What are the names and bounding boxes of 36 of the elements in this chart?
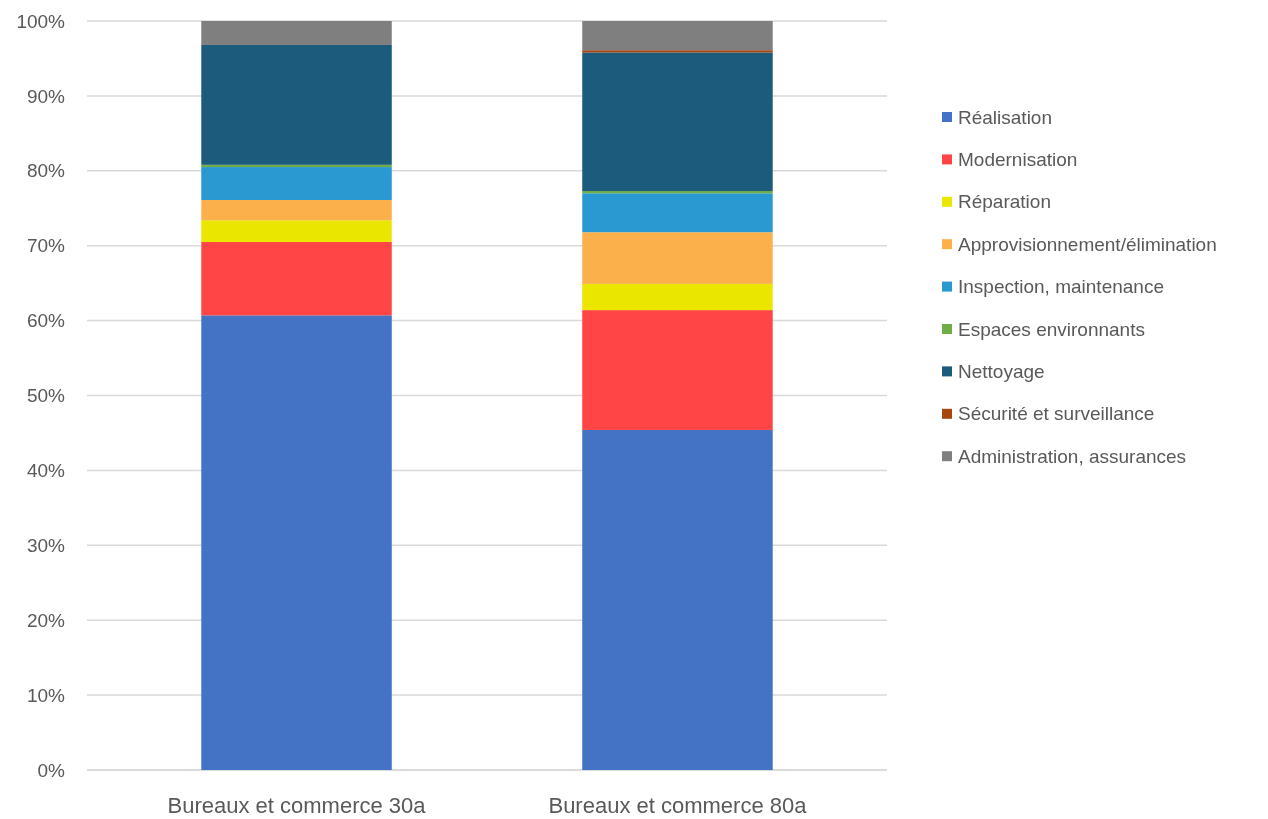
y-tick-label: 50% [26,385,66,407]
bar [582,310,773,430]
bar [201,200,392,221]
y-tick-label: 30% [26,534,66,556]
y-tick-label: 60% [26,310,66,332]
y-tick-label: 100% [16,10,66,32]
x-tick-label: Bureaux et commerce 30a [167,792,427,818]
bar [201,315,392,770]
bar [582,429,773,770]
x-tick-label: Bureaux et commerce 80a [548,792,808,818]
bar [582,232,773,284]
y-tick-label: 0% [37,759,66,781]
y-tick-label: 90% [26,85,66,107]
bar [201,220,392,242]
bar [201,21,392,45]
bar [201,44,392,165]
legend-label: Sécurité et surveillance [958,403,1155,425]
y-tick-label: 10% [26,684,66,706]
bar [582,52,773,192]
legend-label: Inspection, maintenance [958,276,1164,298]
y-tick-label: 80% [26,160,66,182]
bar [201,167,392,201]
legend-label: Administration, assurances [958,445,1187,467]
legend-label: Réalisation [958,106,1052,128]
y-tick-label: 70% [26,235,66,257]
bar [582,21,773,51]
y-tick-label: 20% [26,609,66,631]
bar [582,193,773,233]
y-tick-label: 40% [26,460,66,482]
legend-label: Approvisionnement/élimination [958,233,1217,255]
bar [201,241,392,316]
bar [582,283,773,311]
legend-label: Nettoyage [958,361,1045,383]
legend-label: Réparation [958,191,1051,213]
legend-label: Espaces environnants [958,318,1145,340]
legend-label: Modernisation [958,149,1078,171]
